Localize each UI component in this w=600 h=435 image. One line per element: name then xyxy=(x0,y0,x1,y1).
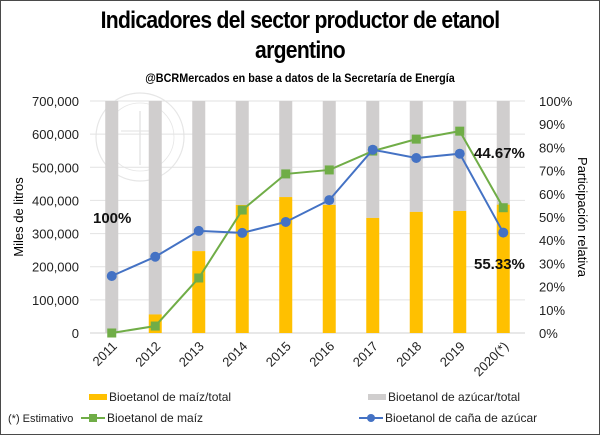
y2-tick-label: 60% xyxy=(539,187,565,202)
bar-maiz-share xyxy=(192,251,206,333)
legend-item-cana-line: Bioetanol de caña de azúcar xyxy=(359,411,537,425)
legend-label-cana-line: Bioetanol de caña de azúcar xyxy=(385,411,538,425)
bar-azucar-share xyxy=(192,101,206,252)
y2-tick-label: 50% xyxy=(539,210,565,225)
point-maiz xyxy=(498,203,508,213)
bar-azucar-share xyxy=(322,101,336,205)
y2-tick-label: 40% xyxy=(539,233,565,248)
x-tick-label: 2015 xyxy=(263,339,294,370)
legend-marker-circle-icon xyxy=(359,414,383,422)
point-cana xyxy=(193,225,204,236)
point-cana xyxy=(454,148,465,159)
point-cana xyxy=(411,153,422,164)
data-label: 44.67% xyxy=(474,145,525,162)
bar-maiz-share xyxy=(366,217,380,333)
bar-azucar-share xyxy=(496,101,510,205)
legend-swatch-maiz-share xyxy=(89,394,107,400)
x-tick-label: 2018 xyxy=(393,339,424,370)
footnote-estimativo: (*) Estimativo xyxy=(8,413,74,425)
y-tick-label: 0 xyxy=(72,326,79,341)
y2-tick-label: 70% xyxy=(539,164,565,179)
point-cana xyxy=(280,216,291,227)
point-cana xyxy=(367,144,378,155)
y-tick-label: 100,000 xyxy=(32,293,79,308)
point-cana xyxy=(106,270,117,281)
y2-tick-label: 0% xyxy=(539,326,558,341)
data-label: 100% xyxy=(93,210,131,227)
bar-maiz-share xyxy=(279,197,293,333)
bar-maiz-share xyxy=(453,210,467,333)
point-cana xyxy=(150,251,161,262)
chart-title-line2: argentino xyxy=(255,37,346,64)
legend-marker-square-icon xyxy=(81,414,105,422)
data-label: 55.33% xyxy=(474,256,525,273)
point-maiz xyxy=(411,134,421,144)
x-tick-label: 2014 xyxy=(219,339,250,370)
legend-swatch-azucar-share xyxy=(368,394,386,400)
chart-title-line1: Indicadores del sector productor de etan… xyxy=(100,7,500,34)
point-maiz xyxy=(194,273,204,283)
legend-item-azucar-share: Bioetanol de azúcar/total xyxy=(368,390,520,404)
legend-label-maiz-share: Bioetanol de maíz/total xyxy=(109,390,232,404)
bar-maiz-share xyxy=(235,204,249,333)
y2-tick-label: 30% xyxy=(539,256,565,271)
x-tick-label: 2013 xyxy=(176,339,207,370)
point-maiz xyxy=(237,205,247,215)
point-cana xyxy=(324,195,335,206)
legend-label-maiz-line: Bioetanol de maíz xyxy=(107,411,204,425)
line-cana xyxy=(111,148,505,277)
point-maiz xyxy=(150,321,160,331)
point-maiz xyxy=(281,169,291,179)
line-maiz xyxy=(111,130,505,334)
legend-label-azucar-share: Bioetanol de azúcar/total xyxy=(388,390,521,404)
y-tick-label: 600,000 xyxy=(32,127,79,142)
bar-maiz-share xyxy=(322,204,336,333)
y2-tick-label: 100% xyxy=(539,94,573,109)
x-tick-label: 2017 xyxy=(350,339,381,370)
y2-axis-title: Participación relativa xyxy=(575,157,590,278)
point-maiz xyxy=(324,165,334,175)
y-tick-label: 700,000 xyxy=(32,94,79,109)
y2-tick-label: 80% xyxy=(539,140,565,155)
x-tick-label: 2020(*) xyxy=(471,339,512,380)
point-cana xyxy=(498,227,509,238)
x-tick-label: 2011 xyxy=(89,339,119,369)
bar-azucar-share xyxy=(279,101,293,198)
y-tick-label: 300,000 xyxy=(32,227,79,242)
x-tick-label: 2019 xyxy=(437,339,468,370)
y-tick-label: 400,000 xyxy=(32,193,79,208)
point-maiz xyxy=(455,126,465,136)
point-maiz xyxy=(107,328,117,338)
bar-azucar-share xyxy=(148,101,162,315)
y-axis-title: Miles de litros xyxy=(11,177,26,257)
y2-tick-label: 20% xyxy=(539,280,565,295)
chart-subtitle: @BCRMercados en base a datos de la Secre… xyxy=(145,71,455,85)
legend-item-maiz-line: Bioetanol de maíz xyxy=(81,411,203,425)
y-tick-label: 200,000 xyxy=(32,260,79,275)
bar-maiz-share xyxy=(496,204,510,333)
y2-tick-label: 10% xyxy=(539,303,565,318)
y-tick-label: 500,000 xyxy=(32,160,79,175)
y2-tick-label: 90% xyxy=(539,117,565,132)
x-tick-label: 2012 xyxy=(132,339,163,370)
bar-maiz-share xyxy=(409,211,423,333)
point-cana xyxy=(237,227,248,238)
legend-item-maiz-share: Bioetanol de maíz/total xyxy=(89,390,231,404)
bar-azucar-share xyxy=(366,101,380,218)
x-tick-label: 2016 xyxy=(306,339,337,370)
bar-azucar-share xyxy=(235,101,249,205)
